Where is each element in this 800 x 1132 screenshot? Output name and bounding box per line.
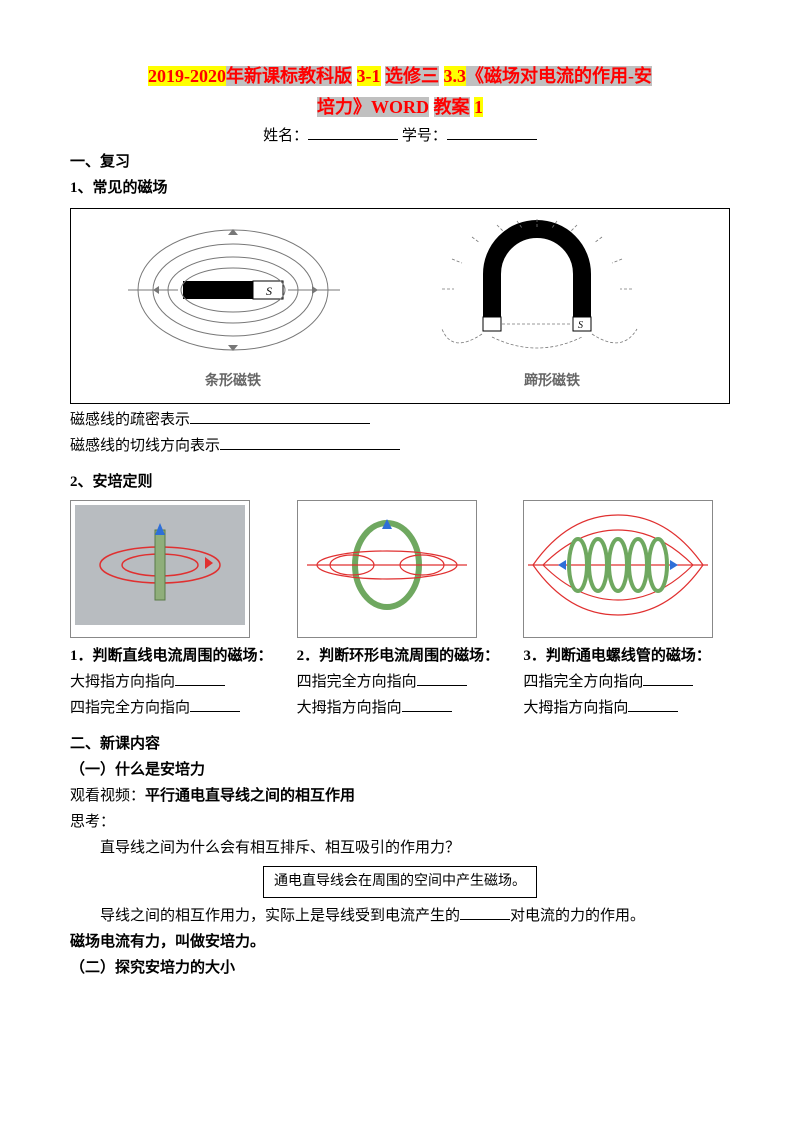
horseshoe-magnet-caption: 蹄形磁铁 [422, 371, 682, 393]
col2-b: 大拇指方向指向 [297, 700, 402, 716]
name-id-row: 姓名： 学号： [70, 124, 730, 148]
title-b: 年新课标教科版 [226, 66, 352, 86]
section-2-sub1: （一）什么是安培力 [70, 758, 730, 782]
title-year: 2019-2020 [148, 66, 226, 86]
name-blank[interactable] [308, 124, 398, 140]
col3-b-blank[interactable] [628, 696, 678, 712]
col3-a: 四指完全方向指向 [523, 674, 643, 690]
loop-current-diagram [302, 505, 472, 625]
watch-line: 观看视频：平行通电直导线之间的相互作用 [70, 784, 730, 808]
section-2-heading: 二、新课内容 [70, 732, 730, 756]
col1-a-row: 大拇指方向指向 [70, 670, 277, 694]
box-wrapper: 通电直导线会在周围的空间中产生磁场。 [70, 862, 730, 902]
field-tangent-text: 磁感线的切线方向表示 [70, 438, 220, 454]
watch-prefix: 观看视频： [70, 788, 145, 804]
conclusion-line: 导线之间的相互作用力，实际上是导线受到电流产生的 对电流的力的作用。 [70, 904, 730, 928]
col1-b: 四指完全方向指向 [70, 700, 190, 716]
concl-a: 导线之间的相互作用力，实际上是导线受到电流产生的 [100, 908, 460, 924]
col-3: 3．判断通电螺线管的磁场： 四指完全方向指向 大拇指方向指向 [523, 500, 730, 722]
title-sp4 [429, 97, 434, 117]
horseshoe-magnet-diagram: S [422, 219, 682, 359]
title2a: 培力》WORD [317, 97, 429, 117]
box-note: 通电直导线会在周围的空间中产生磁场。 [263, 866, 537, 898]
col3-a-row: 四指完全方向指向 [523, 670, 730, 694]
title-c: 3-1 [357, 66, 381, 86]
field-density-text: 磁感线的疏密表示 [70, 412, 190, 428]
col2-a: 四指完全方向指向 [297, 674, 417, 690]
ampere-statement: 磁场电流有力，叫做安培力。 [70, 930, 730, 954]
title-line-2: 培力》WORD 教案 1 [70, 93, 730, 122]
watch-bold: 平行通电直导线之间的相互作用 [145, 788, 355, 804]
title-line-1: 2019-2020年新课标教科版 3-1 选修三 3.3《磁场对电流的作用-安 [70, 62, 730, 91]
title2b: 教案 [434, 97, 470, 117]
field-density-blank[interactable] [190, 408, 370, 424]
img-frame-2 [297, 500, 477, 638]
concl-blank[interactable] [460, 904, 510, 920]
bar-magnet-panel: S 条形磁铁 [118, 219, 348, 393]
col3-b: 大拇指方向指向 [523, 700, 628, 716]
col2-a-row: 四指完全方向指向 [297, 670, 504, 694]
title-e: 3.3 [444, 66, 467, 86]
section-2-sub2: （二）探究安培力的大小 [70, 956, 730, 980]
bar-magnet-caption: 条形磁铁 [118, 371, 348, 393]
section-1-heading: 一、复习 [70, 150, 730, 174]
svg-text:S: S [266, 284, 272, 298]
col-1: 1．判断直线电流周围的磁场： 大拇指方向指向 四指完全方向指向 [70, 500, 277, 722]
col3-title: 3．判断通电螺线管的磁场： [523, 644, 730, 668]
solenoid-diagram [528, 505, 708, 625]
col1-b-row: 四指完全方向指向 [70, 696, 277, 720]
col1-title: 1．判断直线电流周围的磁场： [70, 644, 277, 668]
think-label: 思考： [70, 810, 730, 834]
magnet-figure-box: S 条形磁铁 S [70, 208, 730, 404]
img-frame-1 [70, 500, 250, 638]
col1-b-blank[interactable] [190, 696, 240, 712]
col2-b-blank[interactable] [402, 696, 452, 712]
img-frame-3 [523, 500, 713, 638]
bar-magnet-diagram: S [118, 219, 348, 359]
col2-title: 2．判断环形电流周围的磁场： [297, 644, 504, 668]
id-blank[interactable] [447, 124, 537, 140]
question-1: 直导线之间为什么会有相互排斥、相互吸引的作用力？ [70, 836, 730, 860]
col2-a-blank[interactable] [417, 670, 467, 686]
name-label: 姓名： [263, 128, 308, 144]
straight-wire-diagram [75, 505, 245, 625]
id-label: 学号： [402, 128, 447, 144]
section-1-sub1: 1、常见的磁场 [70, 176, 730, 200]
col3-b-row: 大拇指方向指向 [523, 696, 730, 720]
col1-a-blank[interactable] [175, 670, 225, 686]
title-sp1 [352, 66, 357, 86]
horseshoe-magnet-panel: S 蹄形磁铁 [422, 219, 682, 393]
field-tangent-blank[interactable] [220, 434, 400, 450]
title-f: 《磁场对电流的作用-安 [466, 66, 652, 86]
col3-a-blank[interactable] [643, 670, 693, 686]
field-tangent-line: 磁感线的切线方向表示 [70, 434, 730, 458]
col-2: 2．判断环形电流周围的磁场： 四指完全方向指向 大拇指方向指向 [297, 500, 504, 722]
title2c: 1 [474, 97, 483, 117]
field-density-line: 磁感线的疏密表示 [70, 408, 730, 432]
svg-text:S: S [578, 320, 583, 331]
concl-b: 对电流的力的作用。 [510, 908, 645, 924]
title-sp3 [439, 66, 444, 86]
ampere-rule-row: 1．判断直线电流周围的磁场： 大拇指方向指向 四指完全方向指向 2．判断环形电流… [70, 500, 730, 722]
title-d: 选修三 [385, 66, 439, 86]
section-1-sub2: 2、安培定则 [70, 470, 730, 494]
col1-a: 大拇指方向指向 [70, 674, 175, 690]
col2-b-row: 大拇指方向指向 [297, 696, 504, 720]
